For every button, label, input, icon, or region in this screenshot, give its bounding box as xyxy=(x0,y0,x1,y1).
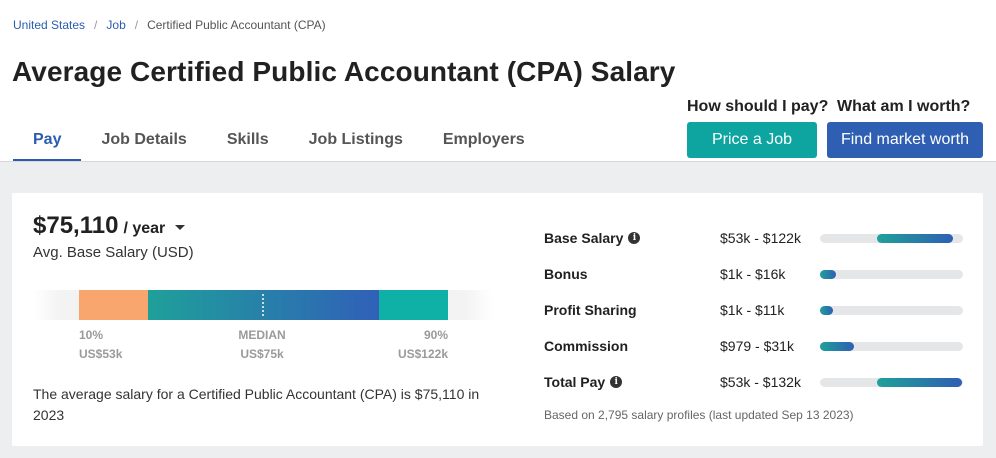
p10-label: 10% xyxy=(79,328,104,342)
pay-range-base-salary: $53k - $122k xyxy=(720,230,801,246)
data-footnote: Based on 2,795 salary profiles (last upd… xyxy=(544,408,854,422)
pay-bar-track xyxy=(820,234,963,243)
pay-bar-track xyxy=(820,306,963,315)
find-market-worth-button[interactable]: Find market worth xyxy=(827,122,983,158)
pay-bar-track xyxy=(820,342,963,351)
pay-row-total-pay: Total Pay i $53k - $132k xyxy=(544,372,964,408)
pay-label-base-salary: Base Salary xyxy=(544,230,624,246)
pay-row-bonus: Bonus $1k - $16k xyxy=(544,264,964,300)
salary-period: / year xyxy=(123,220,166,237)
breadcrumb: United States / Job / Certified Public A… xyxy=(13,18,326,32)
pay-range-profit-sharing: $1k - $11k xyxy=(720,302,785,318)
tab-pay[interactable]: Pay xyxy=(13,122,82,162)
pay-range-total-pay: $53k - $132k xyxy=(720,374,801,390)
price-question: How should I pay? xyxy=(687,98,829,115)
range-label-p10: 10% US$53k xyxy=(79,326,122,364)
breadcrumb-link-job[interactable]: Job xyxy=(106,18,126,32)
range-segment-low xyxy=(79,290,148,320)
pay-bar-track xyxy=(820,270,963,279)
tab-bar: Pay Job Details Skills Job Listings Empl… xyxy=(13,122,545,162)
page-title: Average Certified Public Accountant (CPA… xyxy=(12,56,676,87)
pay-bar-fill xyxy=(877,234,953,243)
pay-bar-track xyxy=(820,378,963,387)
pay-bar-fill xyxy=(820,306,833,315)
pay-bar-fill xyxy=(820,270,836,279)
tab-skills[interactable]: Skills xyxy=(226,131,269,148)
breadcrumb-link-united-states[interactable]: United States xyxy=(13,18,86,32)
p90-value: US$122k xyxy=(397,347,448,361)
market-worth-group: What am I worth? Find market worth xyxy=(827,98,983,158)
tab-job-details[interactable]: Job Details xyxy=(101,131,187,148)
price-a-job-button[interactable]: Price a Job xyxy=(687,122,817,158)
pay-label-bonus: Bonus xyxy=(544,266,588,282)
period-dropdown-chevron-down-icon[interactable] xyxy=(175,225,186,230)
info-icon[interactable]: i xyxy=(628,232,641,244)
median-marker xyxy=(262,294,264,316)
pay-bar-fill xyxy=(877,378,962,387)
salary-range-bar xyxy=(33,290,493,320)
breadcrumb-current: Certified Public Accountant (CPA) xyxy=(147,18,326,32)
salary-headline: $75,110 / year xyxy=(33,212,186,240)
range-label-p90: 90% US$122k xyxy=(388,326,448,364)
pay-bar-fill xyxy=(820,342,855,351)
salary-summary-text: The average salary for a Certified Publi… xyxy=(33,386,480,423)
pay-label-profit-sharing: Profit Sharing xyxy=(544,302,637,318)
price-a-job-group: How should I pay? Price a Job xyxy=(687,98,828,158)
pay-label-total-pay: Total Pay xyxy=(544,374,606,390)
salary-amount: $75,110 xyxy=(33,212,119,239)
pay-row-commission: Commission $979 - $31k xyxy=(544,336,964,372)
median-label: MEDIAN xyxy=(238,328,286,342)
info-icon[interactable]: i xyxy=(610,376,623,388)
p10-value: US$53k xyxy=(79,347,123,361)
median-value: US$75k xyxy=(240,347,284,361)
pay-label-commission: Commission xyxy=(544,338,629,354)
tab-job-listings[interactable]: Job Listings xyxy=(308,131,403,148)
range-segment-high xyxy=(379,290,448,320)
pay-range-bonus: $1k - $16k xyxy=(720,266,786,282)
tab-employers[interactable]: Employers xyxy=(442,131,525,148)
pay-row-profit-sharing: Profit Sharing $1k - $11k xyxy=(544,300,964,336)
worth-question: What am I worth? xyxy=(837,98,971,115)
p90-label: 90% xyxy=(423,328,448,342)
pay-range-commission: $979 - $31k xyxy=(720,338,794,354)
pay-breakdown-table: Base Salary i $53k - $122k Bonus $1k - $… xyxy=(544,228,964,408)
range-label-median: MEDIAN US$75k xyxy=(232,326,292,364)
pay-row-base-salary: Base Salary i $53k - $122k xyxy=(544,228,964,264)
salary-subtitle: Avg. Base Salary (USD) xyxy=(33,244,194,261)
breadcrumb-separator: / xyxy=(94,18,98,32)
breadcrumb-separator: / xyxy=(134,18,139,32)
